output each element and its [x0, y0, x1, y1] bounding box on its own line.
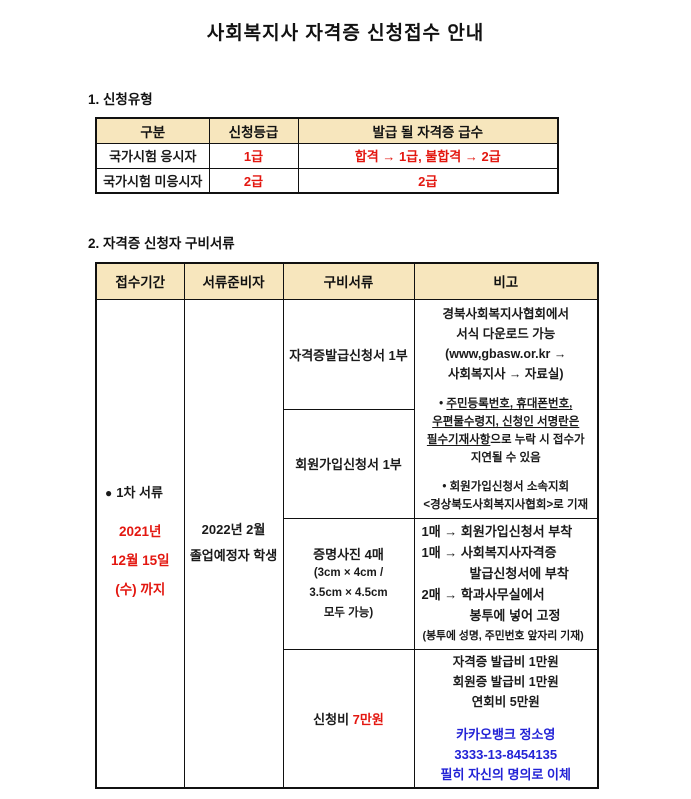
- preparer-cell: 2022년 2월 졸업예정자 학생: [183, 298, 284, 789]
- table1-r2-grade: 2급: [208, 167, 299, 194]
- table-row: 국가시험 미응시자 2급 2급: [95, 167, 559, 194]
- membership-branch-note: • 회원가입신청서 소속지회 <경상북도사회복지사협회>로 기재: [423, 480, 589, 511]
- table-row: 회원가입신청서 1부: [96, 408, 598, 519]
- table-row: ● 1차 서류 2021년 12월 15일 (수) 까지 2022년 2월 졸업예…: [95, 298, 599, 789]
- table-row: 신청비 7만원 자격증 발급비 1만원 회원증 발급비 1만원 연회비 5만원 …: [96, 648, 599, 789]
- remarks-cell-fees-bank: 자격증 발급비 1만원 회원증 발급비 1만원 연회비 5만원 카카오뱅크 정소…: [413, 648, 599, 789]
- period-first-docs-label: ● 1차 서류: [105, 485, 163, 501]
- remarks-cell-download-info: 경북사회복지사협회에서 서식 다운로드 가능 (www,gbasw.or.kr …: [413, 298, 599, 519]
- table1-r2-category: 국가시험 미응시자: [95, 167, 210, 194]
- fee-breakdown: 자격증 발급비 1만원 회원증 발급비 1만원 연회비 5만원: [452, 654, 559, 709]
- table2-header-preparer: 서류준비자: [183, 262, 284, 300]
- period-deadline: 2021년 12월 15일 (수) 까지: [110, 524, 170, 598]
- document-cell-certificate-application: 자격증발급신청서 1부: [282, 298, 415, 410]
- table2-header-period: 접수기간: [95, 262, 185, 300]
- required-documents-table: 접수기간 서류준비자 구비서류 비고 ● 1차 서류 2021년 12월 15일 …: [95, 262, 599, 789]
- application-type-table: 구분 신청등급 발급 될 자격증 급수 국가시험 응시자 1급 합격 → 1급,…: [95, 117, 559, 194]
- section1-heading: 1. 신청유형: [88, 92, 153, 107]
- table2-header-remarks: 비고: [413, 262, 599, 300]
- table1-header-issued: 발급 될 자격증 급수: [297, 117, 559, 144]
- remarks-cell-photo-instructions: 1매 → 회원가입신청서 부착 1매 → 사회복지사자격증 발급신청서에 부착 …: [413, 517, 599, 650]
- table2-header-row: 접수기간 서류준비자 구비서류 비고: [95, 262, 599, 300]
- table1-r1-grade: 1급: [208, 142, 299, 169]
- document-cell-photos: 증명사진 4매 (3cm × 4cm / 3.5cm × 4.5cm 모두 가능…: [282, 517, 415, 650]
- document-title: 사회복지사 자격증 신청접수 안내: [206, 23, 485, 44]
- period-cell: ● 1차 서류 2021년 12월 15일 (수) 까지: [95, 298, 185, 789]
- table1-r1-category: 국가시험 응시자: [95, 142, 210, 169]
- required-fields-note: • 주민등록번호, 휴대폰번호, 우편물수령지, 신청인 서명란은 필수기재사항…: [426, 397, 585, 464]
- section2-heading: 2. 자격증 신청자 구비서류: [88, 236, 235, 251]
- bullet-icon: ●: [105, 486, 113, 501]
- fee-amount: 7만원: [352, 711, 384, 727]
- document-cell-fee: 신청비 7만원: [282, 648, 415, 789]
- table1-header-row: 구분 신청등급 발급 될 자격증 급수: [95, 117, 559, 144]
- table2-header-documents: 구비서류: [282, 262, 415, 300]
- table-row: 증명사진 4매 (3cm × 4cm / 3.5cm × 4.5cm 모두 가능…: [96, 517, 599, 650]
- table-row: 국가시험 응시자 1급 합격 → 1급, 불합격 → 2급: [95, 142, 559, 169]
- download-info: 경북사회복지사협회에서 서식 다운로드 가능 (www,gbasw.or.kr …: [442, 306, 569, 381]
- table1-r1-issued: 합격 → 1급, 불합격 → 2급: [297, 142, 559, 169]
- bank-transfer-info: 카카오뱅크 정소영 3333-13-8454135 필히 자신의 명의로 이체: [440, 726, 571, 782]
- table1-r2-issued: 2급: [297, 167, 559, 194]
- document-cell-membership-application: 회원가입신청서 1부: [282, 408, 415, 519]
- table1-header-grade: 신청등급: [208, 117, 299, 144]
- table1-header-category: 구분: [95, 117, 210, 144]
